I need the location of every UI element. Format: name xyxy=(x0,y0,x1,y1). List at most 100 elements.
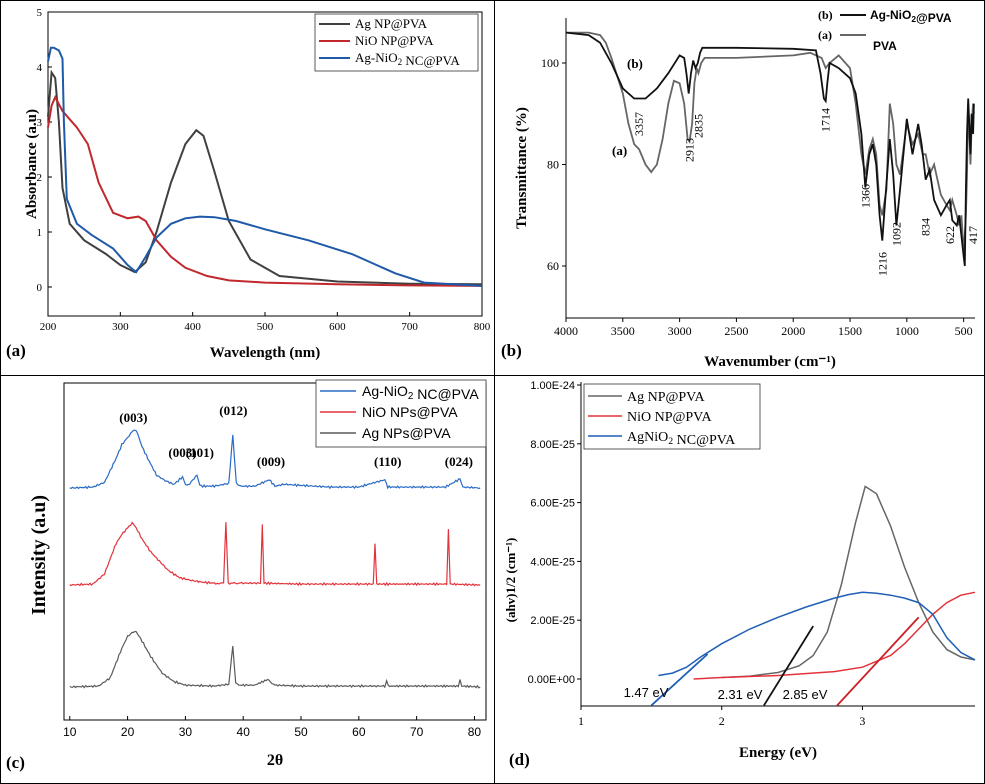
legend-label-d-2: AgNiO2 NC@PVA xyxy=(627,430,736,448)
x-tick-label-a: 700 xyxy=(401,321,418,333)
peak-label-b: 1714 xyxy=(819,108,833,132)
series-line-c-1 xyxy=(69,521,481,587)
peak-label-b: 3357 xyxy=(632,112,646,136)
x-tick-label-b: 1000 xyxy=(895,324,919,338)
legend-label-c-0: Ag-NiO2 NC@PVA xyxy=(362,383,479,402)
panel-b: 4000 3500 3000 2500 2000 1500 1000 500 60 80 100 (b… xyxy=(501,8,980,370)
y-tick-label-a: 5 xyxy=(37,7,43,19)
series-line-c-0 xyxy=(69,429,481,490)
legend-label-a-0: Ag NP@PVA xyxy=(355,16,428,31)
x-tick-label-c: 20 xyxy=(121,725,135,739)
y-tick-label-a: 3 xyxy=(37,117,43,129)
bandgap-label-d: 2.31 eV xyxy=(718,687,763,702)
series-line-d-1 xyxy=(693,591,976,680)
series-line-a-1 xyxy=(47,94,483,287)
peak-label-b: 2835 xyxy=(691,114,705,138)
bandgap-label-d: 2.85 eV xyxy=(783,687,828,702)
x-tick-label-a: 800 xyxy=(474,321,491,333)
peak-label-c: (110) xyxy=(374,454,401,469)
peak-label-c: (024) xyxy=(445,454,473,469)
x-tick-label-c: 80 xyxy=(468,725,482,739)
y-axis-label-d: (ahv)1/2 (cm⁻¹) xyxy=(503,538,518,623)
peak-label-c: (009) xyxy=(257,454,285,469)
series-line-c-2 xyxy=(69,630,481,689)
legend-label-c-2: Ag NPs@PVA xyxy=(362,425,451,441)
legend-label-c-1: NiO NPs@PVA xyxy=(362,404,458,420)
peak-label-b: 417 xyxy=(966,226,980,244)
x-tick-label-b: 3000 xyxy=(668,324,692,338)
y-tick-label-b: 60 xyxy=(547,259,559,273)
series-line-b-composite xyxy=(565,31,975,267)
tangent-line-d-0 xyxy=(650,653,709,707)
peak-label-b: 622 xyxy=(943,226,957,244)
y-tick-label-a: 2 xyxy=(37,172,43,184)
panel-label-a: (a) xyxy=(6,341,26,360)
panel-label-d: (d) xyxy=(509,750,530,769)
legend-label-d-1: NiO NP@PVA xyxy=(627,410,712,425)
x-axis-label-a: Wavelength (nm) xyxy=(210,345,320,361)
panel-c: 10 20 30 40 50 60 70 80(003)(003)(101)(012)(009… xyxy=(6,379,487,772)
peak-label-b: 2913 xyxy=(683,138,697,162)
x-tick-label-b: 2000 xyxy=(781,324,805,338)
legend-label-a-2: Ag-NiO2 NC@PVA xyxy=(355,50,460,68)
y-tick-label-d: 1.00E-24 xyxy=(530,380,575,392)
x-axis-label-d: Energy (eV) xyxy=(739,745,817,761)
legend-label-b-0: Ag-NiO2@PVA xyxy=(870,8,952,25)
x-tick-label-c: 50 xyxy=(294,725,308,739)
peak-label-c: (012) xyxy=(219,403,247,418)
series-line-a-0 xyxy=(47,69,483,286)
peak-label-b: 1092 xyxy=(889,222,903,246)
y-tick-label-a: 0 xyxy=(37,282,43,294)
x-tick-label-a: 500 xyxy=(257,321,274,333)
peak-label-b: 834 xyxy=(919,218,933,236)
y-tick-label-d: 6.00E-25 xyxy=(530,498,575,510)
y-axis-label-b: Transmittance (%) xyxy=(514,107,530,229)
y-tick-label-d: 2.00E-25 xyxy=(530,615,575,627)
y-tick-label-d: 8.00E-25 xyxy=(530,439,575,451)
x-tick-label-c: 40 xyxy=(237,725,251,739)
series-line-d-2 xyxy=(658,591,976,677)
x-tick-label-b: 1500 xyxy=(838,324,862,338)
curve-label-a: (a) xyxy=(612,143,627,158)
x-tick-label-a: 400 xyxy=(184,321,201,333)
curve-label-b: (b) xyxy=(627,56,643,71)
x-tick-label-a: 600 xyxy=(329,321,346,333)
x-tick-label-d: 1 xyxy=(578,714,584,728)
legend-label-a-1: NiO NP@PVA xyxy=(355,33,434,48)
x-tick-label-c: 60 xyxy=(352,725,366,739)
legend-box-a xyxy=(314,13,479,72)
peak-label-c: (003) xyxy=(119,410,147,425)
legend-prefix-a: (a) xyxy=(818,28,832,42)
series-line-d-0 xyxy=(721,485,976,679)
y-axis-label-c: Intensity (a.u) xyxy=(28,495,50,615)
x-tick-label-d: 3 xyxy=(859,714,865,728)
plot-frame-c xyxy=(63,382,487,721)
y-tick-label-a: 1 xyxy=(37,227,43,239)
tangent-line-d-2 xyxy=(836,616,920,707)
peak-label-c: (101) xyxy=(186,445,214,460)
panel-a: 200 300 400 500 600 700 800 0 1 2 3 4 5 Wavelength (n… xyxy=(6,7,491,361)
x-tick-label-b: 4000 xyxy=(554,324,578,338)
x-tick-label-a: 200 xyxy=(40,321,57,333)
x-tick-label-d: 2 xyxy=(719,714,725,728)
x-tick-label-b: 2500 xyxy=(724,324,748,338)
panel-label-c: (c) xyxy=(6,753,25,772)
peak-label-c: (003) xyxy=(168,445,196,460)
series-line-b-pva xyxy=(566,31,975,251)
y-tick-label-a: 4 xyxy=(37,62,43,74)
x-axis-label-c: 2θ xyxy=(267,752,283,769)
x-tick-label-c: 30 xyxy=(179,725,193,739)
x-tick-label-b: 500 xyxy=(955,324,973,338)
y-tick-label-b: 80 xyxy=(547,158,559,172)
y-tick-label-d: 4.00E-25 xyxy=(530,556,575,568)
legend-label-b-1: PVA xyxy=(873,39,897,53)
legend-label-d-0: Ag NP@PVA xyxy=(627,390,705,405)
y-axis-label-a: Absorbance (a.u) xyxy=(24,109,40,219)
series-line-a-2 xyxy=(47,46,483,287)
bandgap-label-d: 1.47 eV xyxy=(624,685,669,700)
panel-d: 1 2 3 0.00E+00 2.00E-25 4.00E-25 6.00E-25 8.00E… xyxy=(503,380,976,769)
x-tick-label-c: 70 xyxy=(410,725,424,739)
x-tick-label-a: 300 xyxy=(112,321,129,333)
x-axis-label-b: Wavenumber (cm⁻¹) xyxy=(704,354,836,370)
x-tick-label-b: 3500 xyxy=(611,324,635,338)
